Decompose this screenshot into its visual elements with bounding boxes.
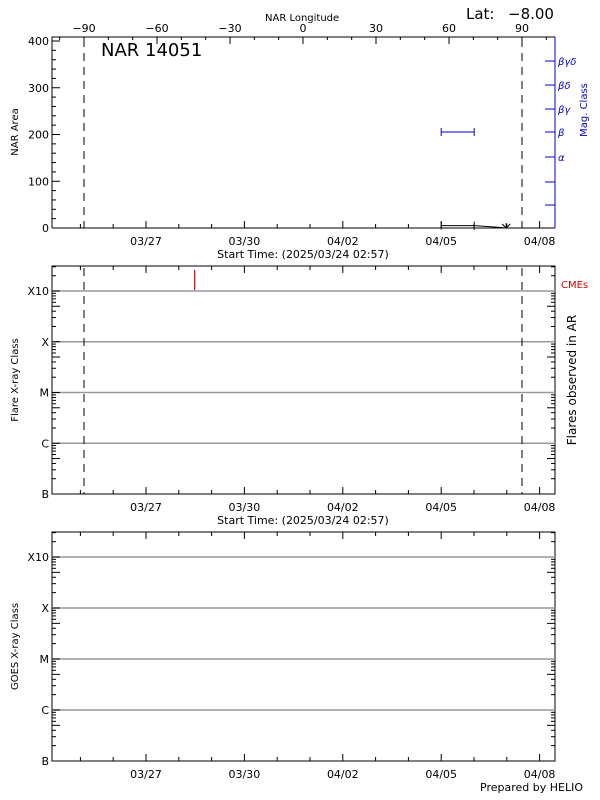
x2-tick-label: −90	[72, 22, 95, 35]
x2-tick-label: 60	[442, 22, 456, 35]
y2-tick-label: α	[558, 153, 565, 164]
y-tick-label: B	[41, 488, 49, 501]
x-tick-label: 04/05	[425, 501, 457, 514]
y-tick-label: 200	[28, 129, 49, 142]
y-tick-label: 300	[28, 82, 49, 95]
y2-axis-label: Flares observed in AR	[565, 315, 579, 445]
y-axis-label: GOES X-ray Class	[10, 603, 21, 690]
x-tick-label: 04/05	[425, 768, 457, 781]
x-axis-label: Start Time: (2025/03/24 02:57)	[217, 514, 389, 527]
plot-frame	[51, 265, 556, 495]
legend-cmes: CMEs	[561, 280, 588, 291]
panel-flares: B C M X X10 Flare X-ray Class 03/27 03/30 04/02 0…	[10, 265, 588, 527]
x2-tick-label: 30	[369, 22, 383, 35]
x2-tick-label: −60	[145, 22, 168, 35]
x2-tick-label: −30	[218, 22, 241, 35]
y-axis-label: Flare X-ray Class	[10, 338, 21, 422]
x-tick-label: 03/30	[229, 768, 261, 781]
y-tick-label: 100	[28, 175, 49, 188]
x-axis-label: Start Time: (2025/03/24 02:57)	[217, 248, 389, 261]
y2-axis-label: Mag. Class	[579, 83, 590, 137]
y-tick-label: C	[41, 704, 49, 717]
y2-tick-label: βγ	[557, 105, 571, 116]
y-tick-label: X	[41, 336, 49, 349]
y-tick-label: C	[41, 437, 49, 450]
y-tick-label: X	[41, 602, 49, 615]
x-tick-label: 04/02	[327, 501, 359, 514]
x2-tick-label: 0	[300, 22, 307, 35]
x-tick-label: 03/30	[229, 501, 261, 514]
x-tick-label: 03/27	[130, 235, 162, 248]
nar-area-line	[441, 225, 507, 229]
x-tick-label: 04/08	[524, 501, 556, 514]
panel-nar-area: 0 100 200 300 400 NAR Area −90 −60 −30 0 30 60 90 03/…	[10, 22, 590, 261]
y-tick-label: 0	[42, 222, 49, 235]
x-tick-label: 03/30	[229, 235, 261, 248]
y-tick-label: 400	[28, 35, 49, 48]
y-tick-label: X10	[27, 285, 49, 298]
last-point-marker	[501, 223, 511, 229]
y-tick-label: M	[40, 653, 50, 666]
plot-frame	[51, 531, 556, 762]
x-tick-label: 03/27	[130, 768, 162, 781]
y2-tick-label: βδ	[557, 81, 571, 92]
x-tick-label: 04/08	[524, 768, 556, 781]
y-tick-label: M	[40, 387, 50, 400]
x-tick-label: 04/08	[524, 235, 556, 248]
y-tick-label: B	[41, 755, 49, 768]
x-tick-label: 04/02	[327, 768, 359, 781]
y2-tick-label: βγδ	[557, 57, 576, 68]
x-tick-label: 04/02	[327, 235, 359, 248]
x2-tick-label: 90	[515, 22, 529, 35]
panel-goes: B C M X X10 GOES X-ray Class 03/27 03/30 04/02 04…	[10, 531, 556, 781]
y-axis-label: NAR Area	[10, 108, 21, 155]
x-tick-label: 03/27	[130, 501, 162, 514]
y-tick-label: X10	[27, 551, 49, 564]
y2-tick-label: β	[557, 128, 565, 139]
x-tick-label: 04/05	[425, 235, 457, 248]
